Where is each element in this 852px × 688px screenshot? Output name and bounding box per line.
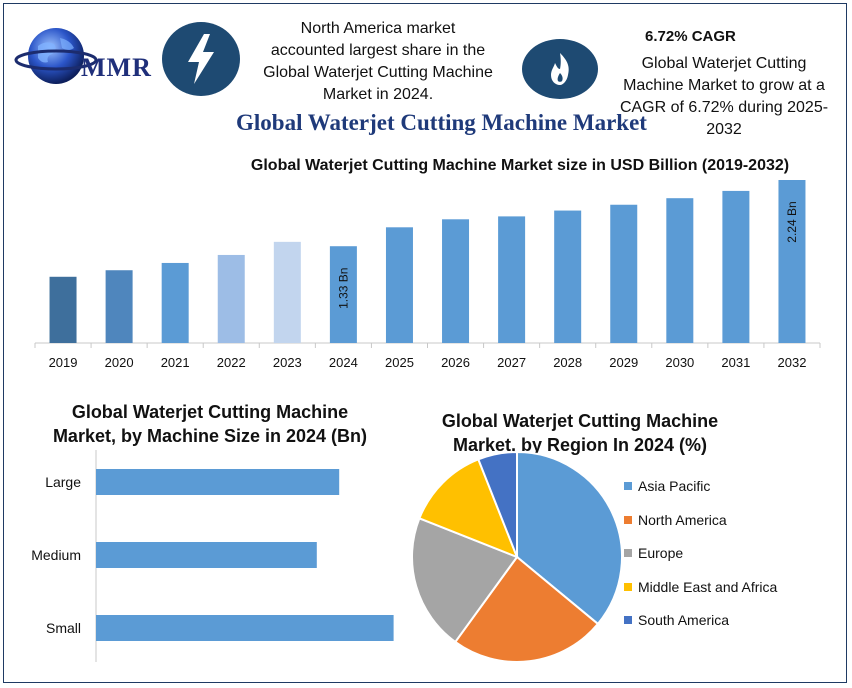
- flame-icon: [522, 39, 598, 99]
- info-line: Machine Market to grow at a: [623, 77, 825, 94]
- info-line: CAGR of 6.72% during 2025-: [619, 99, 829, 116]
- legend-label: South America: [638, 612, 730, 628]
- legend-item: Asia Pacific: [624, 478, 710, 494]
- legend-label: Middle East and Africa: [638, 578, 778, 595]
- x-tick-label: 2027: [497, 355, 526, 370]
- title-line: Market, by Machine Size in 2024 (Bn): [52, 426, 368, 446]
- x-tick-label: 2019: [49, 355, 78, 370]
- bar-2019: [49, 276, 77, 343]
- legend-label: Europe: [638, 545, 684, 561]
- data-label-2024: 1.33 Bn: [336, 268, 350, 309]
- bar-2025: [385, 227, 413, 343]
- logo-text: MMR: [81, 53, 152, 82]
- legend-swatch: [624, 482, 632, 490]
- x-tick-label: 2022: [217, 355, 246, 370]
- legend-swatch: [624, 582, 632, 591]
- category-label: Small: [46, 620, 81, 636]
- logo: MMR: [14, 20, 159, 86]
- bar-2020: [105, 270, 133, 343]
- region-pie-chart: [411, 450, 623, 663]
- x-tick-label: 2029: [609, 355, 638, 370]
- bar-2027: [498, 216, 526, 343]
- bar-2032: [778, 180, 806, 343]
- category-label: Medium: [31, 547, 81, 563]
- bar-chart-title: Global Waterjet Cutting Machine Market s…: [250, 157, 790, 174]
- x-tick-label: 2020: [105, 355, 134, 370]
- bar-2024: [329, 246, 357, 343]
- bar-2022: [217, 254, 245, 343]
- globe-icon: [14, 28, 98, 84]
- x-tick-label: 2026: [441, 355, 470, 370]
- info-line: North America market: [300, 20, 456, 37]
- legend-label: Asia Pacific: [638, 478, 711, 494]
- pie-slice-asia-pacific: [516, 450, 623, 626]
- legend-swatch: [624, 549, 632, 557]
- bar-2031: [722, 190, 750, 343]
- cagr-label: 6.72% CAGR: [645, 28, 736, 45]
- bar-small: [96, 615, 394, 641]
- legend-item: Europe: [624, 545, 683, 561]
- info-line: Market in 2024.: [322, 86, 434, 103]
- x-tick-label: 2032: [778, 355, 807, 370]
- bar-large: [96, 469, 340, 495]
- info-line: Global Waterjet Cutting Machine: [263, 64, 493, 81]
- legend-item: North America: [624, 512, 727, 528]
- bar-2028: [554, 210, 582, 343]
- x-tick-label: 2028: [553, 355, 582, 370]
- pie-slice-europe: [411, 517, 519, 644]
- title-line: Global Waterjet Cutting Machine: [441, 411, 719, 431]
- machine-size-bar-chart: Large Medium Small: [31, 450, 394, 662]
- legend-label: North America: [638, 511, 727, 528]
- x-tick-label: 2024: [329, 355, 358, 370]
- category-label: Large: [45, 474, 81, 490]
- infographic-frame: [3, 3, 847, 683]
- bar-2029: [610, 204, 638, 343]
- data-label-2032: 2.24 Bn: [785, 201, 799, 242]
- pie-slice-south-america: [477, 450, 518, 558]
- info-north-america: North America market accounted largest s…: [246, 18, 510, 106]
- main-title: Global Waterjet Cutting Machine Market: [236, 110, 647, 135]
- bar-medium: [96, 542, 317, 568]
- info-cagr: Global Waterjet Cutting Machine Market t…: [608, 53, 840, 141]
- x-tick-label: 2030: [665, 355, 694, 370]
- market-size-bar-chart: 2019 2020 2021 2022 2023 2024 1.33 Bn 2025 2026 2…: [34, 180, 821, 370]
- legend-item: Middle East and Africa: [624, 579, 777, 595]
- pie-slice-middle-east-and-africa: [418, 458, 519, 559]
- info-line: 2032: [706, 121, 742, 138]
- info-line: accounted largest share in the: [270, 42, 486, 59]
- pie-slice-north-america: [453, 555, 600, 663]
- bar-2026: [442, 219, 470, 343]
- machine-size-chart-title: Global Waterjet Cutting Machine Market, …: [30, 400, 390, 448]
- legend-swatch: [624, 616, 632, 624]
- bar-2023: [273, 241, 301, 343]
- x-tick-label: 2031: [721, 355, 750, 370]
- lightning-icon: [162, 22, 240, 96]
- title-line: Market, by Region In 2024 (%): [452, 435, 708, 455]
- x-tick-label: 2021: [161, 355, 190, 370]
- legend-item: South America: [624, 612, 729, 628]
- bar-2030: [666, 198, 694, 343]
- x-tick-label: 2023: [273, 355, 302, 370]
- region-chart-title: Global Waterjet Cutting Machine Market, …: [415, 409, 745, 457]
- x-tick-label: 2025: [385, 355, 414, 370]
- info-line: Global Waterjet Cutting: [641, 55, 807, 72]
- legend-swatch: [624, 515, 632, 524]
- bar-2021: [161, 262, 189, 343]
- title-line: Global Waterjet Cutting Machine: [71, 402, 349, 422]
